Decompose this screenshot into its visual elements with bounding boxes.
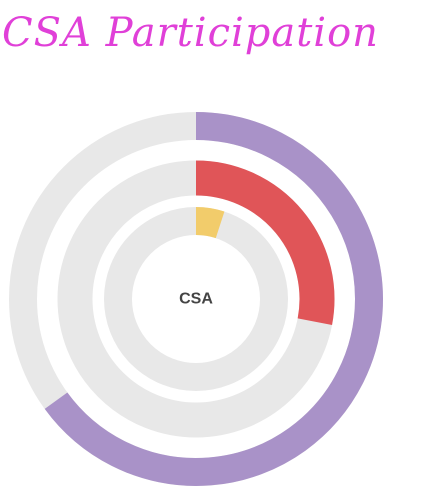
chart-title: CSA Participation: [2, 10, 379, 56]
center-hole: [150, 253, 242, 345]
center-label: CSA: [179, 291, 213, 308]
ring-arc-2: [195, 160, 335, 325]
ring-arc-1: [44, 112, 383, 486]
ring-arc-3: [195, 207, 225, 239]
ring-group: [9, 112, 383, 486]
